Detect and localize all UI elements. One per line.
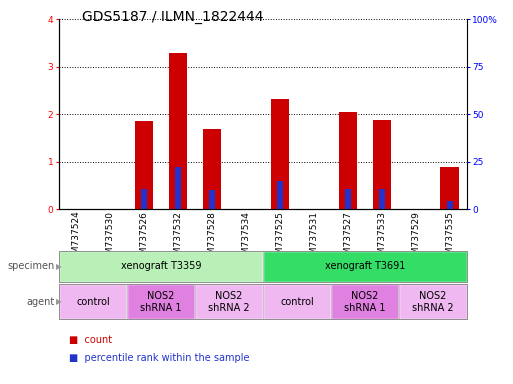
- Text: NOS2
shRNA 1: NOS2 shRNA 1: [344, 291, 386, 313]
- Bar: [372, 120, 391, 209]
- Text: ■  count: ■ count: [69, 335, 112, 345]
- Bar: [277, 181, 283, 209]
- Bar: [174, 167, 181, 209]
- Text: xenograft T3691: xenograft T3691: [325, 262, 405, 271]
- Bar: [441, 167, 459, 209]
- Bar: [379, 189, 385, 209]
- Text: ■  percentile rank within the sample: ■ percentile rank within the sample: [69, 353, 250, 363]
- Bar: [270, 99, 289, 209]
- Bar: [141, 189, 147, 209]
- Bar: [209, 190, 215, 209]
- Text: NOS2
shRNA 2: NOS2 shRNA 2: [412, 291, 453, 313]
- Text: GDS5187 / ILMN_1822444: GDS5187 / ILMN_1822444: [82, 10, 264, 23]
- Text: ▶: ▶: [56, 297, 62, 306]
- Text: NOS2
shRNA 2: NOS2 shRNA 2: [208, 291, 250, 313]
- Bar: [345, 189, 351, 209]
- Bar: [169, 53, 187, 209]
- Bar: [134, 121, 153, 209]
- Bar: [339, 112, 357, 209]
- Text: NOS2
shRNA 1: NOS2 shRNA 1: [140, 291, 182, 313]
- Bar: [203, 129, 221, 209]
- Text: control: control: [280, 297, 314, 307]
- Text: control: control: [76, 297, 110, 307]
- Bar: [446, 201, 453, 209]
- Text: ▶: ▶: [56, 262, 62, 271]
- Text: specimen: specimen: [7, 262, 54, 271]
- Text: xenograft T3359: xenograft T3359: [121, 262, 201, 271]
- Text: agent: agent: [26, 297, 54, 307]
